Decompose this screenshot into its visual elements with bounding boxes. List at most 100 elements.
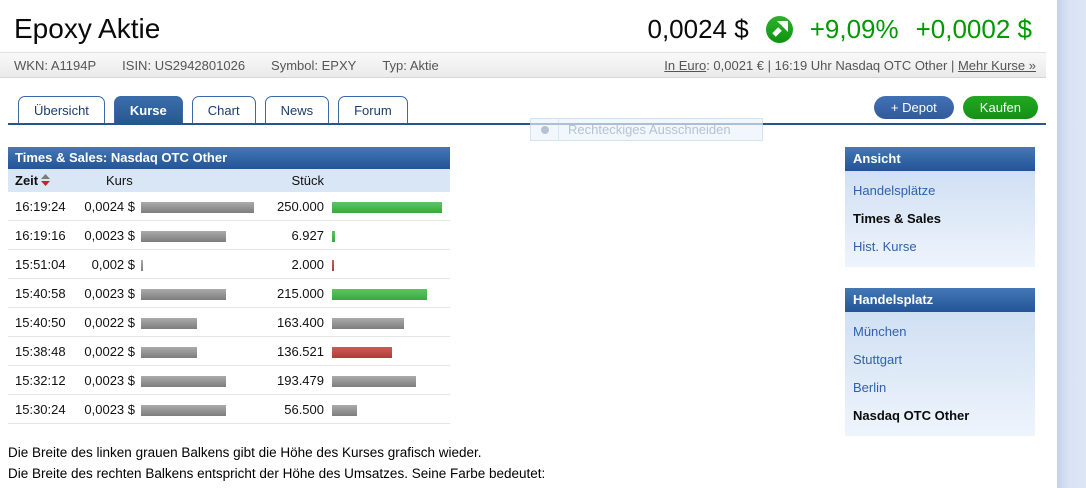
trade-price: 0,0023 $ bbox=[84, 372, 135, 388]
price-bar bbox=[141, 317, 197, 329]
meta-typ: Typ: Aktie bbox=[382, 58, 438, 73]
volume-bar bbox=[332, 375, 416, 387]
price-bar bbox=[141, 230, 226, 242]
trade-volume: 193.479 bbox=[277, 372, 324, 388]
meta-value: Aktie bbox=[409, 57, 439, 73]
legend-line-1: Die Breite des linken grauen Balkens gib… bbox=[8, 445, 482, 460]
volume-bar-cell bbox=[324, 344, 450, 359]
page-background-strip bbox=[1057, 0, 1086, 488]
table-row: 15:30:24 0,0023 $ 56.500 bbox=[8, 395, 450, 424]
euro-separator-1: | bbox=[764, 57, 775, 73]
tab-bar-tabs: Übersicht Kurse Chart News Forum bbox=[18, 96, 417, 123]
price-bar bbox=[141, 404, 226, 416]
tab-bar: Übersicht Kurse Chart News Forum + Depot Kau… bbox=[8, 96, 1046, 125]
snip-tooltip-label: Rechteckiges Ausschneiden bbox=[568, 122, 731, 137]
table-row: 15:38:48 0,0022 $ 136.521 bbox=[8, 337, 450, 366]
page-title: Epoxy Aktie bbox=[14, 13, 161, 44]
handelsplatz-box-title: Handelsplatz bbox=[845, 288, 1035, 312]
euro-value: 0,0021 € bbox=[713, 57, 765, 73]
meta-strip: WKN: A1194P ISIN: US2942801026 Symbol: EPX… bbox=[0, 52, 1046, 78]
sidebar-item-stuttgart[interactable]: Stuttgart bbox=[853, 352, 903, 367]
meta-label: WKN: bbox=[14, 57, 48, 73]
kaufen-button[interactable]: Kaufen bbox=[962, 96, 1038, 119]
mehr-kurse-link[interactable]: Mehr Kurse » bbox=[957, 57, 1036, 73]
tab-kurse[interactable]: Kurse bbox=[113, 96, 183, 123]
sidebar-item-berlin[interactable]: Berlin bbox=[853, 380, 887, 395]
price-bar bbox=[141, 288, 226, 300]
current-price: 0,0024 $ bbox=[647, 13, 749, 44]
trade-price: 0,0022 $ bbox=[84, 314, 135, 330]
column-header-zeit[interactable]: Zeit bbox=[8, 173, 66, 188]
snip-tooltip: Rechteckiges Ausschneiden bbox=[530, 118, 763, 141]
column-header-kurs: Kurs bbox=[106, 173, 133, 188]
trade-time: 16:19:16 bbox=[15, 227, 66, 243]
sidebar-item-hist-kurse[interactable]: Hist. Kurse bbox=[853, 239, 917, 254]
exchange-time: 16:19 Uhr Nasdaq OTC Other bbox=[774, 57, 948, 73]
meta-isin: ISIN: US2942801026 bbox=[122, 58, 245, 73]
handelsplatz-box-body: München Stuttgart Berlin Nasdaq OTC Other bbox=[845, 312, 1035, 436]
volume-bar-cell bbox=[324, 286, 450, 301]
volume-bar bbox=[332, 404, 357, 416]
trades-tbody: 16:19:24 0,0024 $ 250.000 16:19:16 0,0023 $ 6… bbox=[8, 192, 450, 424]
meta-label: ISIN: bbox=[122, 57, 152, 73]
meta-wkn: WKN: A1194P bbox=[14, 58, 96, 73]
trade-time: 15:40:58 bbox=[15, 285, 66, 301]
trade-time: 15:32:12 bbox=[15, 372, 66, 388]
handelsplatz-box: Handelsplatz München Stuttgart Berlin Nasda… bbox=[845, 288, 1035, 436]
price-bar bbox=[141, 346, 197, 358]
tab-news[interactable]: News bbox=[264, 96, 330, 123]
tab-chart[interactable]: Chart bbox=[191, 96, 256, 123]
zeit-label: Zeit bbox=[15, 173, 39, 188]
meta-list: WKN: A1194P ISIN: US2942801026 Symbol: EPX… bbox=[14, 58, 439, 73]
price-bar-cell bbox=[135, 315, 256, 330]
trade-price: 0,0024 $ bbox=[84, 198, 135, 214]
price-bar-cell bbox=[135, 344, 256, 359]
volume-bar bbox=[332, 317, 404, 329]
quote-block: 0,0024 $ +9,09% +0,0002 $ bbox=[647, 14, 1032, 45]
sidebar-item-nasdaq-otc-other[interactable]: Nasdaq OTC Other bbox=[853, 408, 970, 423]
depot-button[interactable]: + Depot bbox=[873, 96, 954, 119]
legend-line-2: Die Breite des rechten Balkens entsprich… bbox=[8, 466, 546, 481]
trade-time: 15:40:50 bbox=[15, 314, 66, 330]
times-sales-title: Times & Sales: Nasdaq OTC Other bbox=[8, 147, 450, 169]
ansicht-box-title: Ansicht bbox=[845, 147, 1035, 171]
trade-time: 15:38:48 bbox=[15, 343, 66, 359]
trade-volume: 136.521 bbox=[277, 343, 324, 359]
tab-übersicht[interactable]: Übersicht bbox=[18, 96, 105, 123]
sort-icon[interactable] bbox=[41, 174, 51, 187]
times-sales-panel: Times & Sales: Nasdaq OTC Other Zeit Kur… bbox=[8, 147, 450, 424]
price-bar-cell bbox=[135, 286, 256, 301]
volume-bar bbox=[332, 259, 334, 271]
trend-up-icon bbox=[765, 15, 793, 43]
table-row: 15:51:04 0,002 $ 2.000 bbox=[8, 250, 450, 279]
trade-price: 0,0022 $ bbox=[84, 343, 135, 359]
trade-volume: 6.927 bbox=[291, 227, 324, 243]
change-percent: +9,09% bbox=[809, 13, 899, 44]
table-column-header: Zeit Kurs Stück bbox=[8, 169, 450, 192]
meta-value: US2942801026 bbox=[154, 57, 246, 73]
volume-bar-cell bbox=[324, 373, 450, 388]
ansicht-box: Ansicht Handelsplätze Times & Sales Hist. … bbox=[845, 147, 1035, 267]
action-buttons: + Depot Kaufen bbox=[873, 96, 1038, 119]
change-absolute: +0,0002 $ bbox=[915, 13, 1032, 44]
sidebar-item-münchen[interactable]: München bbox=[853, 324, 907, 339]
meta-label: Symbol: bbox=[271, 57, 319, 73]
meta-label: Typ: bbox=[382, 57, 407, 73]
in-euro-link[interactable]: In Euro bbox=[664, 57, 707, 73]
trade-price: 0,0023 $ bbox=[84, 227, 135, 243]
volume-bar-cell bbox=[324, 257, 450, 272]
meta-value: EPXY bbox=[321, 57, 357, 73]
sidebar-item-times-sales[interactable]: Times & Sales bbox=[853, 211, 941, 226]
snip-mode-icon bbox=[531, 119, 559, 140]
tab-forum[interactable]: Forum bbox=[338, 96, 408, 123]
trade-price: 0,0023 $ bbox=[84, 285, 135, 301]
volume-bar bbox=[332, 288, 427, 300]
price-bar bbox=[141, 201, 254, 213]
volume-bar bbox=[332, 201, 442, 213]
volume-bar-cell bbox=[324, 228, 450, 243]
sidebar-item-handelsplätze[interactable]: Handelsplätze bbox=[853, 183, 936, 198]
price-bar-cell bbox=[135, 402, 256, 417]
trade-time: 16:19:24 bbox=[15, 198, 66, 214]
price-bar bbox=[141, 375, 226, 387]
trade-volume: 250.000 bbox=[277, 198, 324, 214]
